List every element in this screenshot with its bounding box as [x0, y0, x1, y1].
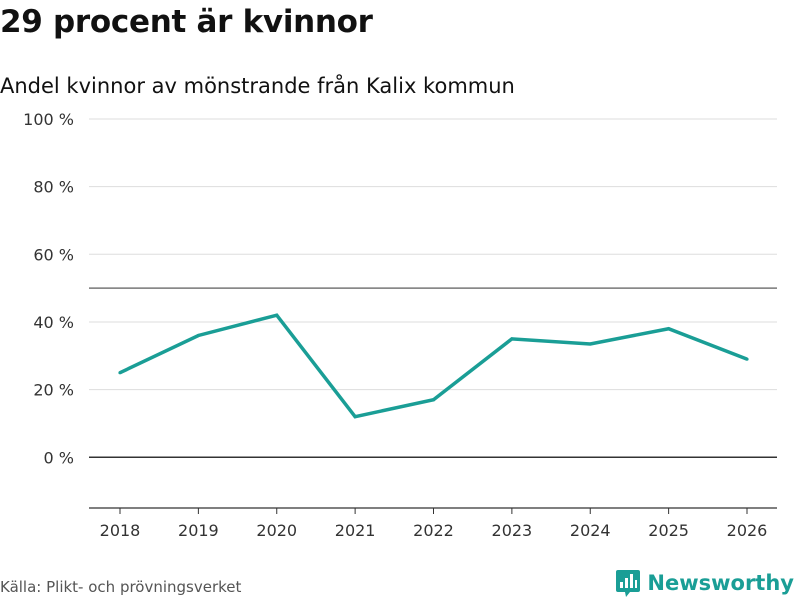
x-tick-label: 2018: [100, 521, 141, 540]
y-tick-label: 100 %: [23, 110, 74, 129]
x-tick-label: 2019: [178, 521, 219, 540]
series-line: [119, 313, 748, 419]
data-point: 2024: 33.5 %: [588, 342, 592, 346]
data-point: 2021: 12 %: [353, 415, 357, 419]
data-point: 2026: 29 %: [745, 357, 749, 361]
x-tick-label: 2024: [570, 521, 611, 540]
x-tick-label: 2020: [256, 521, 297, 540]
brand-name: Newsworthy: [647, 571, 794, 595]
data-point: 2025: 38 %: [667, 327, 671, 331]
y-tick-label: 40 %: [33, 313, 74, 332]
data-point: 2020: 42 %: [275, 313, 279, 317]
y-tick-label: 80 %: [33, 178, 74, 197]
brand-logo: Newsworthy: [615, 568, 794, 598]
y-tick-label: 0 %: [44, 448, 74, 467]
source-note: Källa: Plikt- och prövningsverket: [0, 578, 242, 596]
chart-title: 29 procent är kvinnor: [0, 4, 373, 40]
x-tick-label: 2026: [727, 521, 768, 540]
data-point: 2019: 36 %: [196, 333, 200, 338]
x-tick-label: 2021: [335, 521, 376, 540]
x-tick-label: 2023: [492, 521, 533, 540]
data-point: 2018: 25 %: [118, 371, 122, 375]
newsworthy-logo-icon: [616, 570, 641, 597]
data-point: 2022: 17 %: [431, 398, 436, 402]
data-point: 2023: 35 %: [510, 337, 514, 341]
chart-subtitle: Andel kvinnor av mönstrande från Kalix k…: [0, 74, 515, 98]
x-tick-label: 2022: [413, 521, 454, 540]
x-tick-label: 2025: [648, 521, 689, 540]
y-tick-label: 60 %: [33, 245, 74, 264]
y-tick-label: 20 %: [33, 381, 74, 400]
